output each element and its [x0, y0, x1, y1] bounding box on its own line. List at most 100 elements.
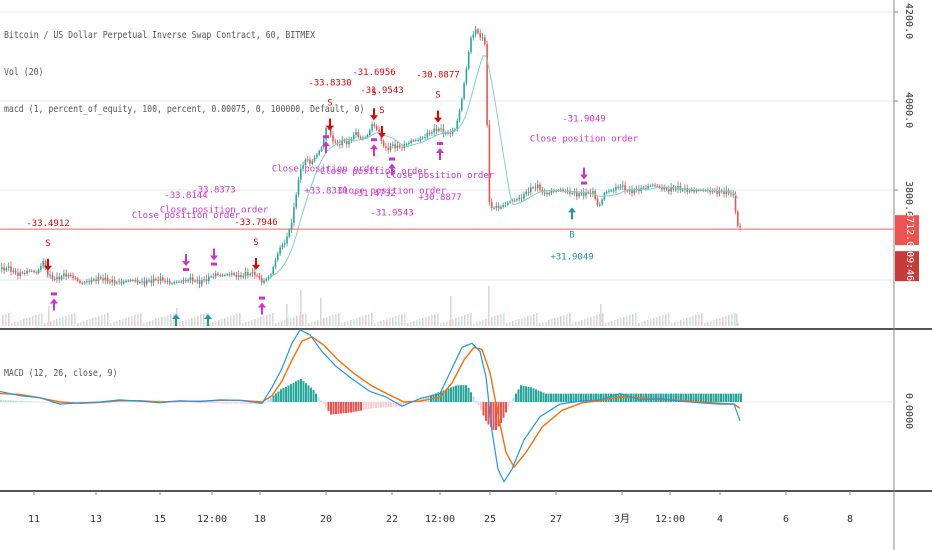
candle-body — [141, 281, 143, 283]
candle-body — [617, 186, 619, 188]
signal-arrow-head — [580, 174, 588, 180]
macd-histogram-bar — [262, 402, 265, 404]
volume-bar — [134, 315, 136, 326]
signal-arrow-shaft — [213, 248, 215, 257]
macd-histogram-bar — [540, 391, 542, 402]
volume-bar — [284, 320, 286, 326]
volume-bar — [137, 314, 139, 326]
candle-body — [288, 229, 291, 237]
volume-bar — [554, 318, 556, 326]
candle-body — [93, 279, 95, 281]
candle-body — [240, 274, 242, 277]
macd-histogram-bar — [522, 385, 525, 402]
macd-histogram-bar — [212, 402, 215, 404]
volume-bar — [23, 319, 25, 326]
volume-bar — [116, 321, 118, 326]
volume-bar — [521, 318, 523, 326]
macd-histogram-bar — [302, 381, 305, 402]
macd-histogram-bar — [572, 393, 575, 402]
sell-signal-side: S — [371, 88, 376, 98]
macd-histogram-bar — [187, 402, 190, 403]
macd-histogram-bar — [547, 393, 550, 402]
candle-body — [426, 132, 429, 137]
candle-body — [152, 278, 155, 283]
time-axis[interactable]: 11 13 15 12:00 18 20 22 12:00 25 27 3月 12:00 4 6 8 — [28, 491, 853, 525]
macd-histogram-bar — [710, 393, 712, 402]
volume-bar — [278, 322, 280, 326]
volume-bar — [491, 317, 493, 326]
volume-bar — [602, 313, 604, 326]
candle-body — [83, 282, 86, 284]
symbol-legend[interactable]: Bitcoin / US Dollar Perpetual Inverse Sw… — [4, 30, 316, 41]
volume-bar — [167, 315, 169, 326]
candle-body — [415, 139, 417, 141]
volume-bar — [479, 321, 481, 326]
candle-body — [35, 272, 38, 274]
signal-arrow-head — [252, 264, 260, 270]
macd-histogram-bar — [325, 402, 327, 408]
macd-histogram-bar — [610, 393, 612, 402]
volume-bar — [539, 323, 541, 326]
close-signal-value: +30.8877 — [418, 193, 461, 203]
macd-histogram-bar — [700, 393, 702, 402]
macd-histogram-bar — [335, 402, 337, 415]
volume-bar — [407, 323, 409, 326]
price-badge-label: 3712.0 — [904, 211, 915, 247]
signal-arrow-head — [388, 163, 396, 169]
macd-histogram-bar — [450, 387, 452, 402]
price-axis[interactable]: 4200.0 4000.0 3800.0 — [894, 3, 914, 217]
candle-body — [235, 275, 238, 277]
volume-bar — [48, 306, 50, 326]
candle-body — [373, 124, 376, 127]
time-tick-label: 4 — [717, 514, 723, 525]
macd-histogram-bar — [467, 387, 470, 402]
volume-bar — [548, 320, 550, 326]
candle-body — [392, 144, 394, 146]
candle-body — [224, 274, 226, 276]
volume-bar — [326, 317, 328, 326]
candle-body — [125, 280, 127, 282]
volume-bar — [300, 290, 302, 326]
candle-body — [582, 192, 585, 196]
volume-bar — [32, 316, 34, 326]
price-tick-label: 3800.0 — [903, 181, 914, 217]
macd-histogram-bar — [207, 402, 210, 403]
volume-bar — [335, 314, 337, 326]
signal-arrow-head — [326, 125, 334, 131]
volume-bar — [533, 314, 535, 326]
close-signal-marker — [437, 142, 443, 146]
volume-bar — [68, 315, 70, 326]
strategy-legend[interactable]: macd (1, percent_of_equity, 100, percent… — [4, 104, 365, 115]
time-tick-label: 18 — [254, 514, 266, 525]
macd-histogram-bar — [475, 400, 477, 402]
candle-body — [352, 135, 355, 140]
macd-histogram-bar — [2, 400, 5, 402]
signal-arrow-head — [322, 141, 330, 147]
macd-histogram-bar — [277, 391, 280, 402]
candle-body — [527, 191, 530, 193]
macd-histogram-bar — [250, 402, 252, 404]
candle-body — [325, 127, 327, 140]
current-price-badge: 3712.0 09:46 — [895, 211, 919, 281]
macd-legend[interactable]: MACD (12, 26, close, 9) — [4, 368, 118, 379]
volume-bar — [92, 318, 94, 326]
close-signal-marker — [371, 138, 377, 142]
volume-bar — [272, 313, 274, 326]
candle-body — [534, 187, 537, 189]
candle-body — [116, 282, 118, 284]
volume-legend[interactable]: Vol (20) — [4, 67, 44, 78]
grid-lines — [0, 11, 894, 281]
volume-bar — [689, 317, 691, 326]
macd-histogram-bar — [330, 402, 332, 415]
candle-body — [58, 276, 61, 280]
volume-bar — [260, 317, 262, 326]
macd-histogram-bar — [182, 402, 185, 403]
candle-body — [290, 222, 293, 230]
candle-body — [24, 272, 26, 274]
macd-histogram-bar — [405, 402, 407, 406]
volume-bar — [599, 314, 601, 326]
volume-bar — [182, 321, 184, 326]
volume-bar — [44, 323, 46, 326]
candle-body — [339, 144, 341, 146]
